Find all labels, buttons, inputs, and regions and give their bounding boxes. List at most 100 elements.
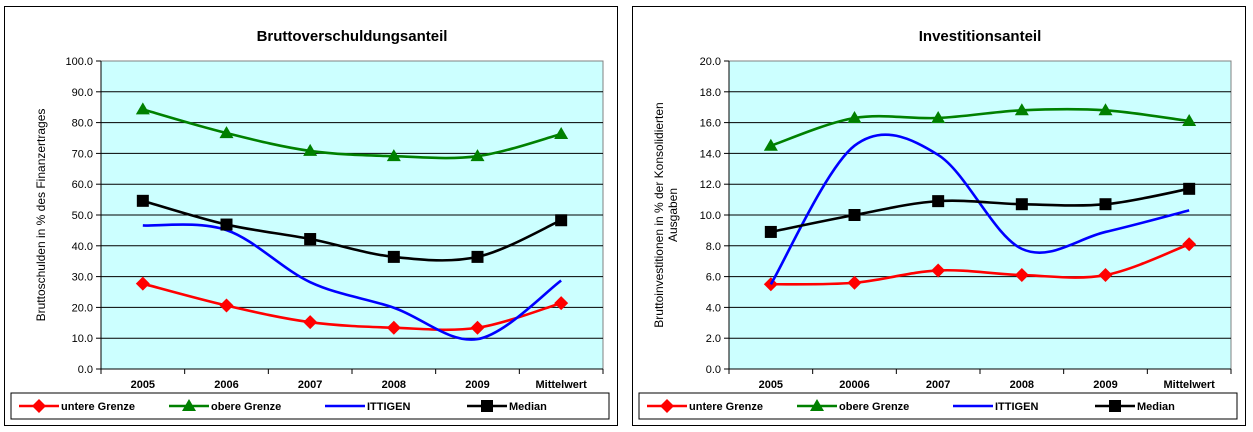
marker-untere-grenze-1 xyxy=(847,275,862,290)
series-ittigen xyxy=(769,133,1190,285)
marker-obere-grenze-4 xyxy=(1098,103,1113,116)
marker-legend-median-0 xyxy=(481,400,493,412)
marker-obere-grenze-3 xyxy=(386,149,401,162)
marker-legend-untere-grenze-0 xyxy=(32,399,46,413)
x-tick-label: 2006 xyxy=(214,379,238,391)
y-tick-label: 16.0 xyxy=(700,118,721,130)
marker-obere-grenze-3 xyxy=(1014,103,1029,116)
y-tick-label: 50.0 xyxy=(72,210,93,222)
marker-untere-grenze-1 xyxy=(219,298,234,313)
marker-obere-grenze-5 xyxy=(554,126,569,139)
marker-untere-grenze-4 xyxy=(1098,268,1113,283)
y-tick-label: 20.0 xyxy=(72,302,93,314)
y-tick-label: 60.0 xyxy=(72,179,93,191)
legend-label: ITTIGEN xyxy=(367,401,410,413)
y-tick-label: 30.0 xyxy=(72,272,93,284)
marker-median-2 xyxy=(304,233,317,246)
chart-investitionsanteil: Investitionsanteil 0.0 2.0 4.0 6.0 8.0 10.0 12.… xyxy=(638,28,1238,420)
x-tick-label: Mittelwert xyxy=(535,379,587,391)
y-tick-label: 100.0 xyxy=(65,56,93,68)
marker-untere-grenze-2 xyxy=(931,263,946,278)
x-tick-label: 2005 xyxy=(131,379,155,391)
chart-title: Investitionsanteil xyxy=(919,28,1042,45)
x-tick-label: 2007 xyxy=(926,379,950,391)
line-untere-grenze xyxy=(770,243,1190,286)
legend-label: obere Grenze xyxy=(211,401,281,413)
y-axis-label: Bruttoinvestitionen in % der Konsolidier… xyxy=(652,102,680,327)
marker-untere-grenze-4 xyxy=(470,320,485,335)
marker-median-0 xyxy=(136,194,149,207)
marker-median-1 xyxy=(220,218,233,231)
y-tick-label: 80.0 xyxy=(72,118,93,130)
y-tick-label: 18.0 xyxy=(700,87,721,99)
legend-label: untere Grenze xyxy=(689,401,763,413)
marker-obere-grenze-1 xyxy=(847,110,862,123)
chart-title: Bruttoverschuldungsanteil xyxy=(257,28,448,45)
legend-label: Median xyxy=(1137,401,1175,413)
marker-median-5 xyxy=(555,214,568,227)
marker-untere-grenze-0 xyxy=(763,277,778,292)
marker-median-0 xyxy=(764,225,777,238)
marker-obere-grenze-0 xyxy=(135,102,150,115)
marker-untere-grenze-3 xyxy=(1014,268,1029,283)
marker-obere-grenze-2 xyxy=(303,143,318,156)
legend-item-untere-grenze: untere Grenze xyxy=(19,399,135,413)
y-tick-label: 70.0 xyxy=(72,148,93,160)
marker-obere-grenze-1 xyxy=(219,126,234,139)
legend: untere Grenze obere Grenze ITTIGEN Median xyxy=(10,392,610,420)
marker-obere-grenze-5 xyxy=(1182,114,1197,127)
y-tick-label: 10.0 xyxy=(72,333,93,345)
y-tick-label: 90.0 xyxy=(72,87,93,99)
marker-legend-median-0 xyxy=(1109,400,1121,412)
marker-median-3 xyxy=(387,250,400,263)
legend-box xyxy=(10,392,610,420)
legend-item-obere-grenze: obere Grenze xyxy=(169,399,281,413)
y-tick-label: 2.0 xyxy=(706,333,721,345)
x-tick-label: 2005 xyxy=(759,379,783,391)
series-median xyxy=(136,194,568,263)
legend-box xyxy=(638,392,1238,420)
marker-median-2 xyxy=(932,195,945,208)
x-tick-label: Mittelwert xyxy=(1163,379,1215,391)
line-untere-grenze xyxy=(142,282,562,332)
series-untere-grenze xyxy=(763,237,1197,292)
y-tick-label: 40.0 xyxy=(72,241,93,253)
marker-obere-grenze-4 xyxy=(470,149,485,162)
x-tick-label: 20006 xyxy=(839,379,870,391)
marker-legend-obere-grenze-0 xyxy=(182,399,196,411)
legend-item-ittigen: ITTIGEN xyxy=(325,401,410,413)
legend-label: Median xyxy=(509,401,547,413)
marker-untere-grenze-0 xyxy=(135,276,150,291)
legend-label: untere Grenze xyxy=(61,401,135,413)
x-tick-label: 2009 xyxy=(465,379,489,391)
series-median xyxy=(764,182,1196,238)
y-tick-label: 0.0 xyxy=(706,364,721,376)
line-obere-grenze xyxy=(142,108,562,160)
y-tick-label: 8.0 xyxy=(706,241,721,253)
legend-label: obere Grenze xyxy=(839,401,909,413)
line-median xyxy=(142,199,562,262)
x-tick-label: 2007 xyxy=(298,379,322,391)
chart-bruttoverschuldungsanteil: Bruttoverschuldungsanteil 0.0 10.0 20.0 30.0… xyxy=(10,28,610,420)
y-tick-label: 0.0 xyxy=(78,364,93,376)
y-tick-label: 4.0 xyxy=(706,302,721,314)
series-untere-grenze xyxy=(135,276,569,335)
legend-item-median: Median xyxy=(1095,400,1175,413)
marker-untere-grenze-3 xyxy=(386,320,401,335)
line-median xyxy=(770,187,1190,234)
marker-legend-untere-grenze-0 xyxy=(660,399,674,413)
x-tick-label: 2008 xyxy=(382,379,406,391)
marker-untere-grenze-5 xyxy=(554,296,569,311)
marker-obere-grenze-2 xyxy=(931,110,946,123)
y-tick-label: 12.0 xyxy=(700,179,721,191)
y-tick-label: 20.0 xyxy=(700,56,721,68)
marker-median-4 xyxy=(471,250,484,263)
legend-item-untere-grenze: untere Grenze xyxy=(647,399,763,413)
marker-median-4 xyxy=(1099,198,1112,211)
y-tick-label: 14.0 xyxy=(700,148,721,160)
legend: untere Grenze obere Grenze ITTIGEN Median xyxy=(638,392,1238,420)
legend-label: ITTIGEN xyxy=(995,401,1038,413)
legend-item-median: Median xyxy=(467,400,547,413)
series-obere-grenze xyxy=(763,103,1197,151)
marker-untere-grenze-5 xyxy=(1182,237,1197,252)
